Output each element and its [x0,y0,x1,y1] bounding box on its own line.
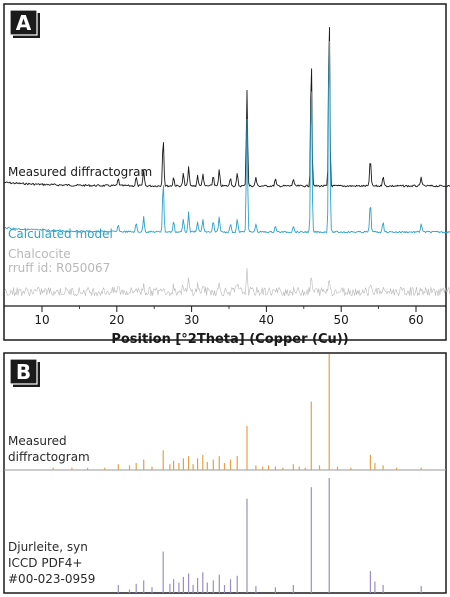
x-tick-label-40: 40 [259,313,274,327]
panel-a-badge-box [9,9,38,36]
panel-a-traces [4,26,450,297]
x-tick-label-50: 50 [334,313,349,327]
panel-b-letter: B [16,360,31,384]
panel-a-badge: A [9,9,40,38]
x-tick-label-10: 10 [34,313,49,327]
x-tick-label-60: 60 [408,313,423,327]
series-label-3-line-1: Chalcocite [8,247,71,261]
panel-b-badge: B [9,358,40,387]
panel-b-series-labels: Measured diffractogram Djurleite, syn ICCD … [8,434,95,586]
panel-b-frame [3,352,447,594]
series-line-2 [4,40,450,234]
stick-series-label-2-line-2: ICCD PDF4+ [8,556,82,570]
x-tick-label-20: 20 [109,313,124,327]
x-axis-ticks: 10 20 30 40 50 60 [34,306,424,327]
panel-b-sticks [52,354,422,593]
x-tick-label-30: 30 [184,313,199,327]
stick-series-label-1-line-2: diffractogram [8,450,90,464]
series-label-3-line-2: rruff id: R050067 [8,261,110,275]
series-line-1 [4,26,450,188]
series-label-1-line-1: Measured diffractogram [8,165,152,179]
panel-b-badge-box [9,358,38,385]
stick-series-label-1-line-1: Measured [8,434,67,448]
series-line-3 [4,267,450,297]
panel-a-series-labels: Measured diffractogram Calculated model Ch… [8,165,152,275]
panel-a-frame [3,3,447,341]
stick-series-label-2-line-1: Djurleite, syn [8,540,88,554]
panel-a-letter: A [16,11,32,35]
series-label-2-line-1: Calculated model [8,227,113,241]
stick-series-label-2-line-3: #00-023-0959 [8,572,95,586]
x-axis-label: Position [°2Theta] (Copper (Cu)) [111,332,348,347]
